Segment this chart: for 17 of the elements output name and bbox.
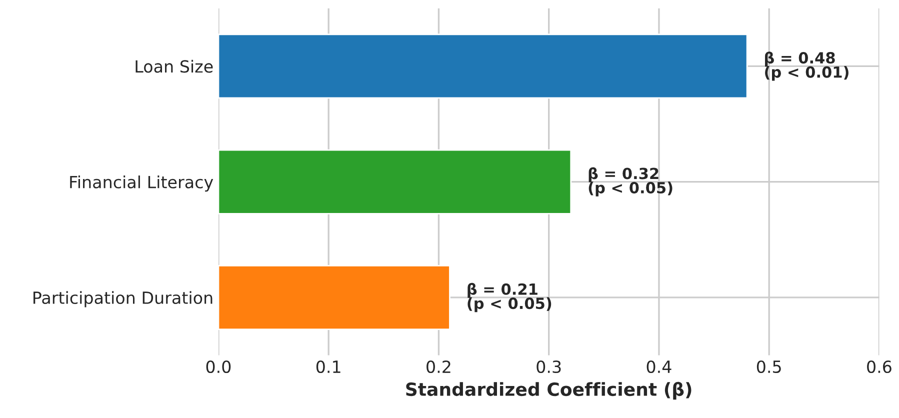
x-tick-label: 0.2: [426, 360, 450, 374]
bar: [218, 149, 572, 214]
bar: [218, 34, 748, 99]
y-tick-label: Loan Size: [136, 60, 213, 73]
x-tick-label: 0.5: [756, 360, 781, 374]
x-tick-label: 0.6: [867, 360, 892, 374]
x-tick-label: 0.0: [206, 360, 231, 374]
data-label: β = 0.21 (p < 0.05): [468, 282, 552, 312]
data-label: β = 0.48 (p < 0.01): [765, 52, 848, 81]
x-tick-label: 0.4: [646, 360, 672, 374]
bar: [218, 264, 450, 330]
data-label: β = 0.32 (p < 0.05): [588, 167, 672, 196]
x-tick-label: 0.1: [316, 360, 340, 374]
x-axis-title: Standardized Coefficient (β): [406, 382, 692, 400]
y-tick-label: Financial Literacy: [70, 176, 214, 192]
y-tick-label: Participation Duration: [34, 291, 212, 308]
x-tick-label: 0.3: [536, 360, 561, 374]
